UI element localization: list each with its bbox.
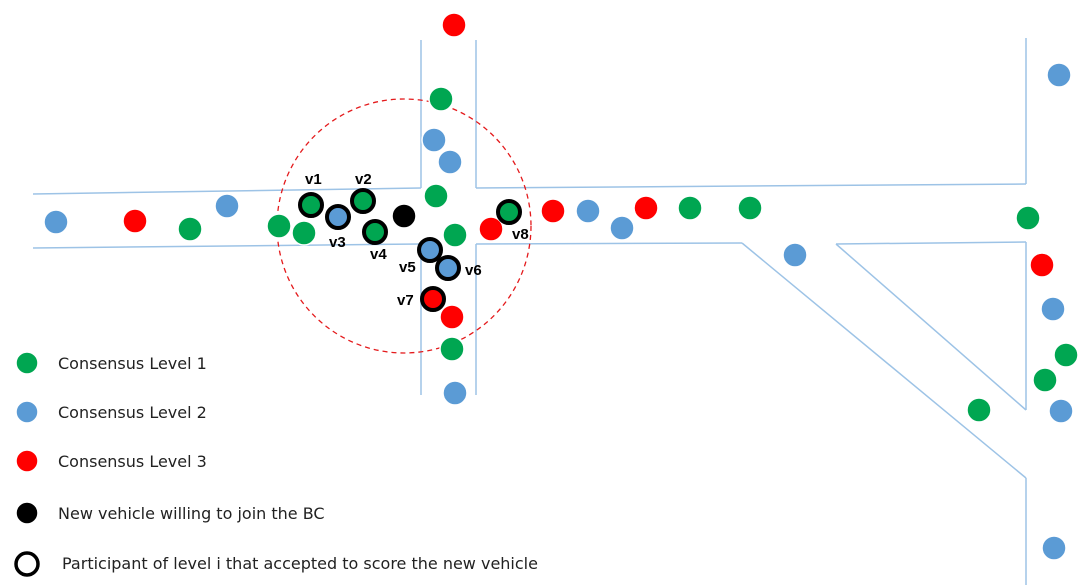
vehicles-layer <box>43 12 1079 561</box>
vehicle-level-1 <box>737 195 763 221</box>
legend-marker-level3 <box>15 449 39 473</box>
vehicle-level-2 <box>43 209 69 235</box>
legend-label-level3: Consensus Level 3 <box>58 452 207 471</box>
vehicle-level-3 <box>122 208 148 234</box>
participant-labels: v1 v2 v3 v4 v5 v6 v7 v8 <box>305 171 529 309</box>
participant-vehicle-v5 <box>417 237 443 263</box>
road-diagonal-right-edge <box>835 243 1027 411</box>
label-v1: v1 <box>305 171 322 188</box>
label-v7: v7 <box>397 292 414 309</box>
vehicle-level-1 <box>266 213 292 239</box>
legend-label-new-vehicle: New vehicle willing to join the BC <box>58 504 325 523</box>
participant-vehicle-v3 <box>325 204 351 230</box>
vehicle-level-1 <box>1015 205 1041 231</box>
vehicle-level-2 <box>1040 296 1066 322</box>
road-network <box>32 38 1027 585</box>
vehicle-level-2 <box>437 149 463 175</box>
vehicle-level-3 <box>540 198 566 224</box>
road-diagonal-left-edge <box>741 242 1027 479</box>
vehicle-level-2 <box>1041 535 1067 561</box>
vehicle-level-3 <box>1029 252 1055 278</box>
vehicle-level-1 <box>677 195 703 221</box>
legend-label-participant: Participant of level i that accepted to … <box>62 554 538 573</box>
vehicle-level-1 <box>442 222 468 248</box>
label-v5: v5 <box>399 259 416 276</box>
legend: Consensus Level 1 Consensus Level 2 Cons… <box>14 351 538 577</box>
legend-label-level2: Consensus Level 2 <box>58 403 207 422</box>
participant-vehicle-v6 <box>435 255 461 281</box>
vehicle-level-1 <box>966 397 992 423</box>
vehicle-level-2 <box>782 242 808 268</box>
vehicle-level-2 <box>1046 62 1072 88</box>
label-v6: v6 <box>465 262 482 279</box>
participant-vehicle-v2 <box>350 188 376 214</box>
vehicle-level-1 <box>423 183 449 209</box>
road-west-bottom-edge <box>32 243 422 249</box>
vehicle-level-2 <box>442 380 468 406</box>
participant-vehicle-v4 <box>362 219 388 245</box>
vehicle-level-2 <box>421 127 447 153</box>
vehicle-level-3 <box>439 304 465 330</box>
road-west-top-edge <box>32 187 422 195</box>
vehicle-level-2 <box>214 193 240 219</box>
label-v4: v4 <box>370 246 387 263</box>
road-east-bottom-edge <box>475 242 743 245</box>
legend-marker-level1 <box>15 351 39 375</box>
participant-vehicle-v8 <box>496 199 522 225</box>
vehicle-level-2 <box>575 198 601 224</box>
legend-label-level1: Consensus Level 1 <box>58 354 207 373</box>
label-v3: v3 <box>329 234 346 251</box>
vehicle-level-3 <box>478 216 504 242</box>
vehicle-level-1 <box>291 220 317 246</box>
road-east-top-edge <box>475 183 1027 189</box>
new-vehicle <box>391 203 417 229</box>
vehicle-level-3 <box>633 195 659 221</box>
vehicle-level-1 <box>1053 342 1079 368</box>
legend-marker-participant <box>14 551 40 577</box>
vehicle-level-1 <box>1032 367 1058 393</box>
label-v2: v2 <box>355 171 372 188</box>
legend-marker-new-vehicle <box>15 501 39 525</box>
vehicle-level-2 <box>1048 398 1074 424</box>
legend-marker-level2 <box>15 400 39 424</box>
vehicle-level-2 <box>609 215 635 241</box>
vehicle-level-1 <box>428 86 454 112</box>
vehicle-level-1 <box>439 336 465 362</box>
vehicle-level-1 <box>177 216 203 242</box>
vehicle-level-3 <box>441 12 467 38</box>
participant-vehicle-v7 <box>420 286 446 312</box>
label-v8: v8 <box>512 226 529 243</box>
road-branch-top-edge <box>835 241 1027 245</box>
participant-vehicle-v1 <box>298 192 324 218</box>
